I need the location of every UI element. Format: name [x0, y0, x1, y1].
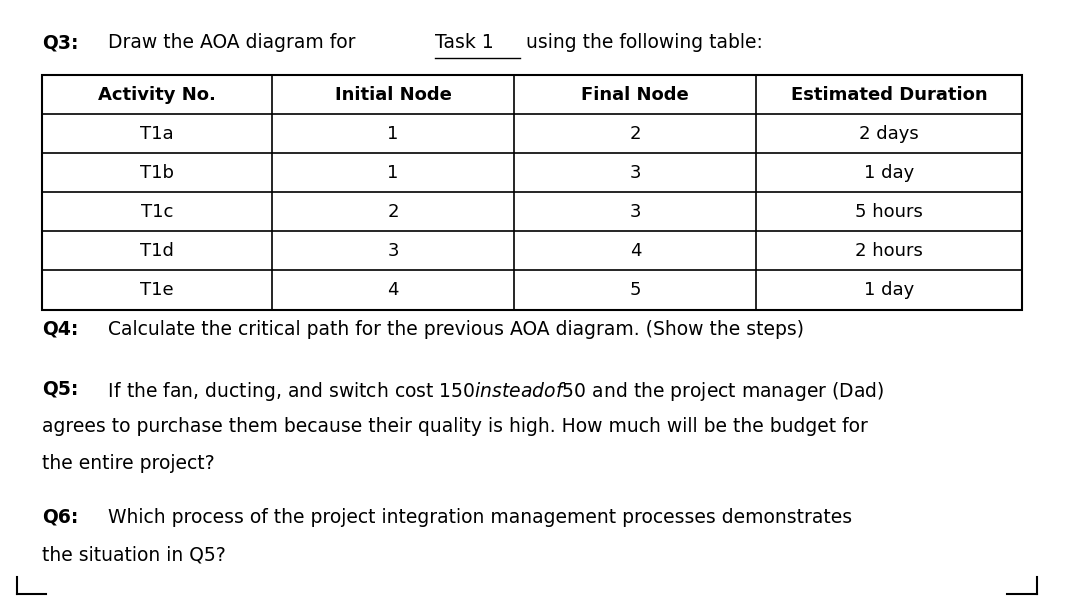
Text: T1c: T1c: [140, 203, 173, 221]
Text: 2: 2: [630, 125, 642, 142]
Text: Q3:: Q3:: [42, 33, 79, 52]
Text: 1 day: 1 day: [864, 281, 915, 299]
Text: Q5:: Q5:: [42, 380, 79, 399]
Text: T1a: T1a: [140, 125, 174, 142]
Text: Draw the AOA diagram for: Draw the AOA diagram for: [103, 33, 362, 52]
Text: 5 hours: 5 hours: [855, 203, 923, 221]
Text: 3: 3: [630, 164, 642, 182]
Text: If the fan, ducting, and switch cost 150$ instead of 50$ and the project manager: If the fan, ducting, and switch cost 150…: [103, 380, 885, 403]
Text: 3: 3: [388, 242, 399, 260]
Text: Which process of the project integration management processes demonstrates: Which process of the project integration…: [103, 508, 852, 527]
Text: using the following table:: using the following table:: [521, 33, 764, 52]
Text: Estimated Duration: Estimated Duration: [791, 86, 987, 103]
Text: 2 days: 2 days: [860, 125, 919, 142]
Text: agrees to purchase them because their quality is high. How much will be the budg: agrees to purchase them because their qu…: [42, 417, 868, 436]
Text: Q4:: Q4:: [42, 320, 79, 339]
Text: 4: 4: [388, 281, 399, 299]
Text: Task 1: Task 1: [435, 33, 494, 52]
Text: 5: 5: [630, 281, 642, 299]
Text: 1: 1: [388, 125, 399, 142]
Text: Q6:: Q6:: [42, 508, 79, 527]
Bar: [42, 75, 1022, 310]
Text: T1e: T1e: [140, 281, 174, 299]
Text: Calculate the critical path for the previous AOA diagram. (Show the steps): Calculate the critical path for the prev…: [103, 320, 805, 339]
Text: 2 hours: 2 hours: [855, 242, 923, 260]
Text: 4: 4: [630, 242, 642, 260]
Text: T1d: T1d: [140, 242, 174, 260]
Text: Activity No.: Activity No.: [98, 86, 216, 103]
Text: Initial Node: Initial Node: [335, 86, 451, 103]
Text: the entire project?: the entire project?: [42, 454, 215, 474]
Text: 2: 2: [388, 203, 399, 221]
Text: 3: 3: [630, 203, 642, 221]
Text: the situation in Q5?: the situation in Q5?: [42, 545, 226, 564]
Text: T1b: T1b: [140, 164, 174, 182]
Text: 1 day: 1 day: [864, 164, 915, 182]
Text: Final Node: Final Node: [581, 86, 689, 103]
Text: 1: 1: [388, 164, 399, 182]
